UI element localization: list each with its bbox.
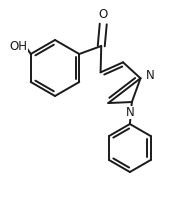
Text: OH: OH [10,40,28,52]
Text: O: O [99,8,108,22]
Text: N: N [126,106,134,119]
Text: N: N [146,69,155,82]
